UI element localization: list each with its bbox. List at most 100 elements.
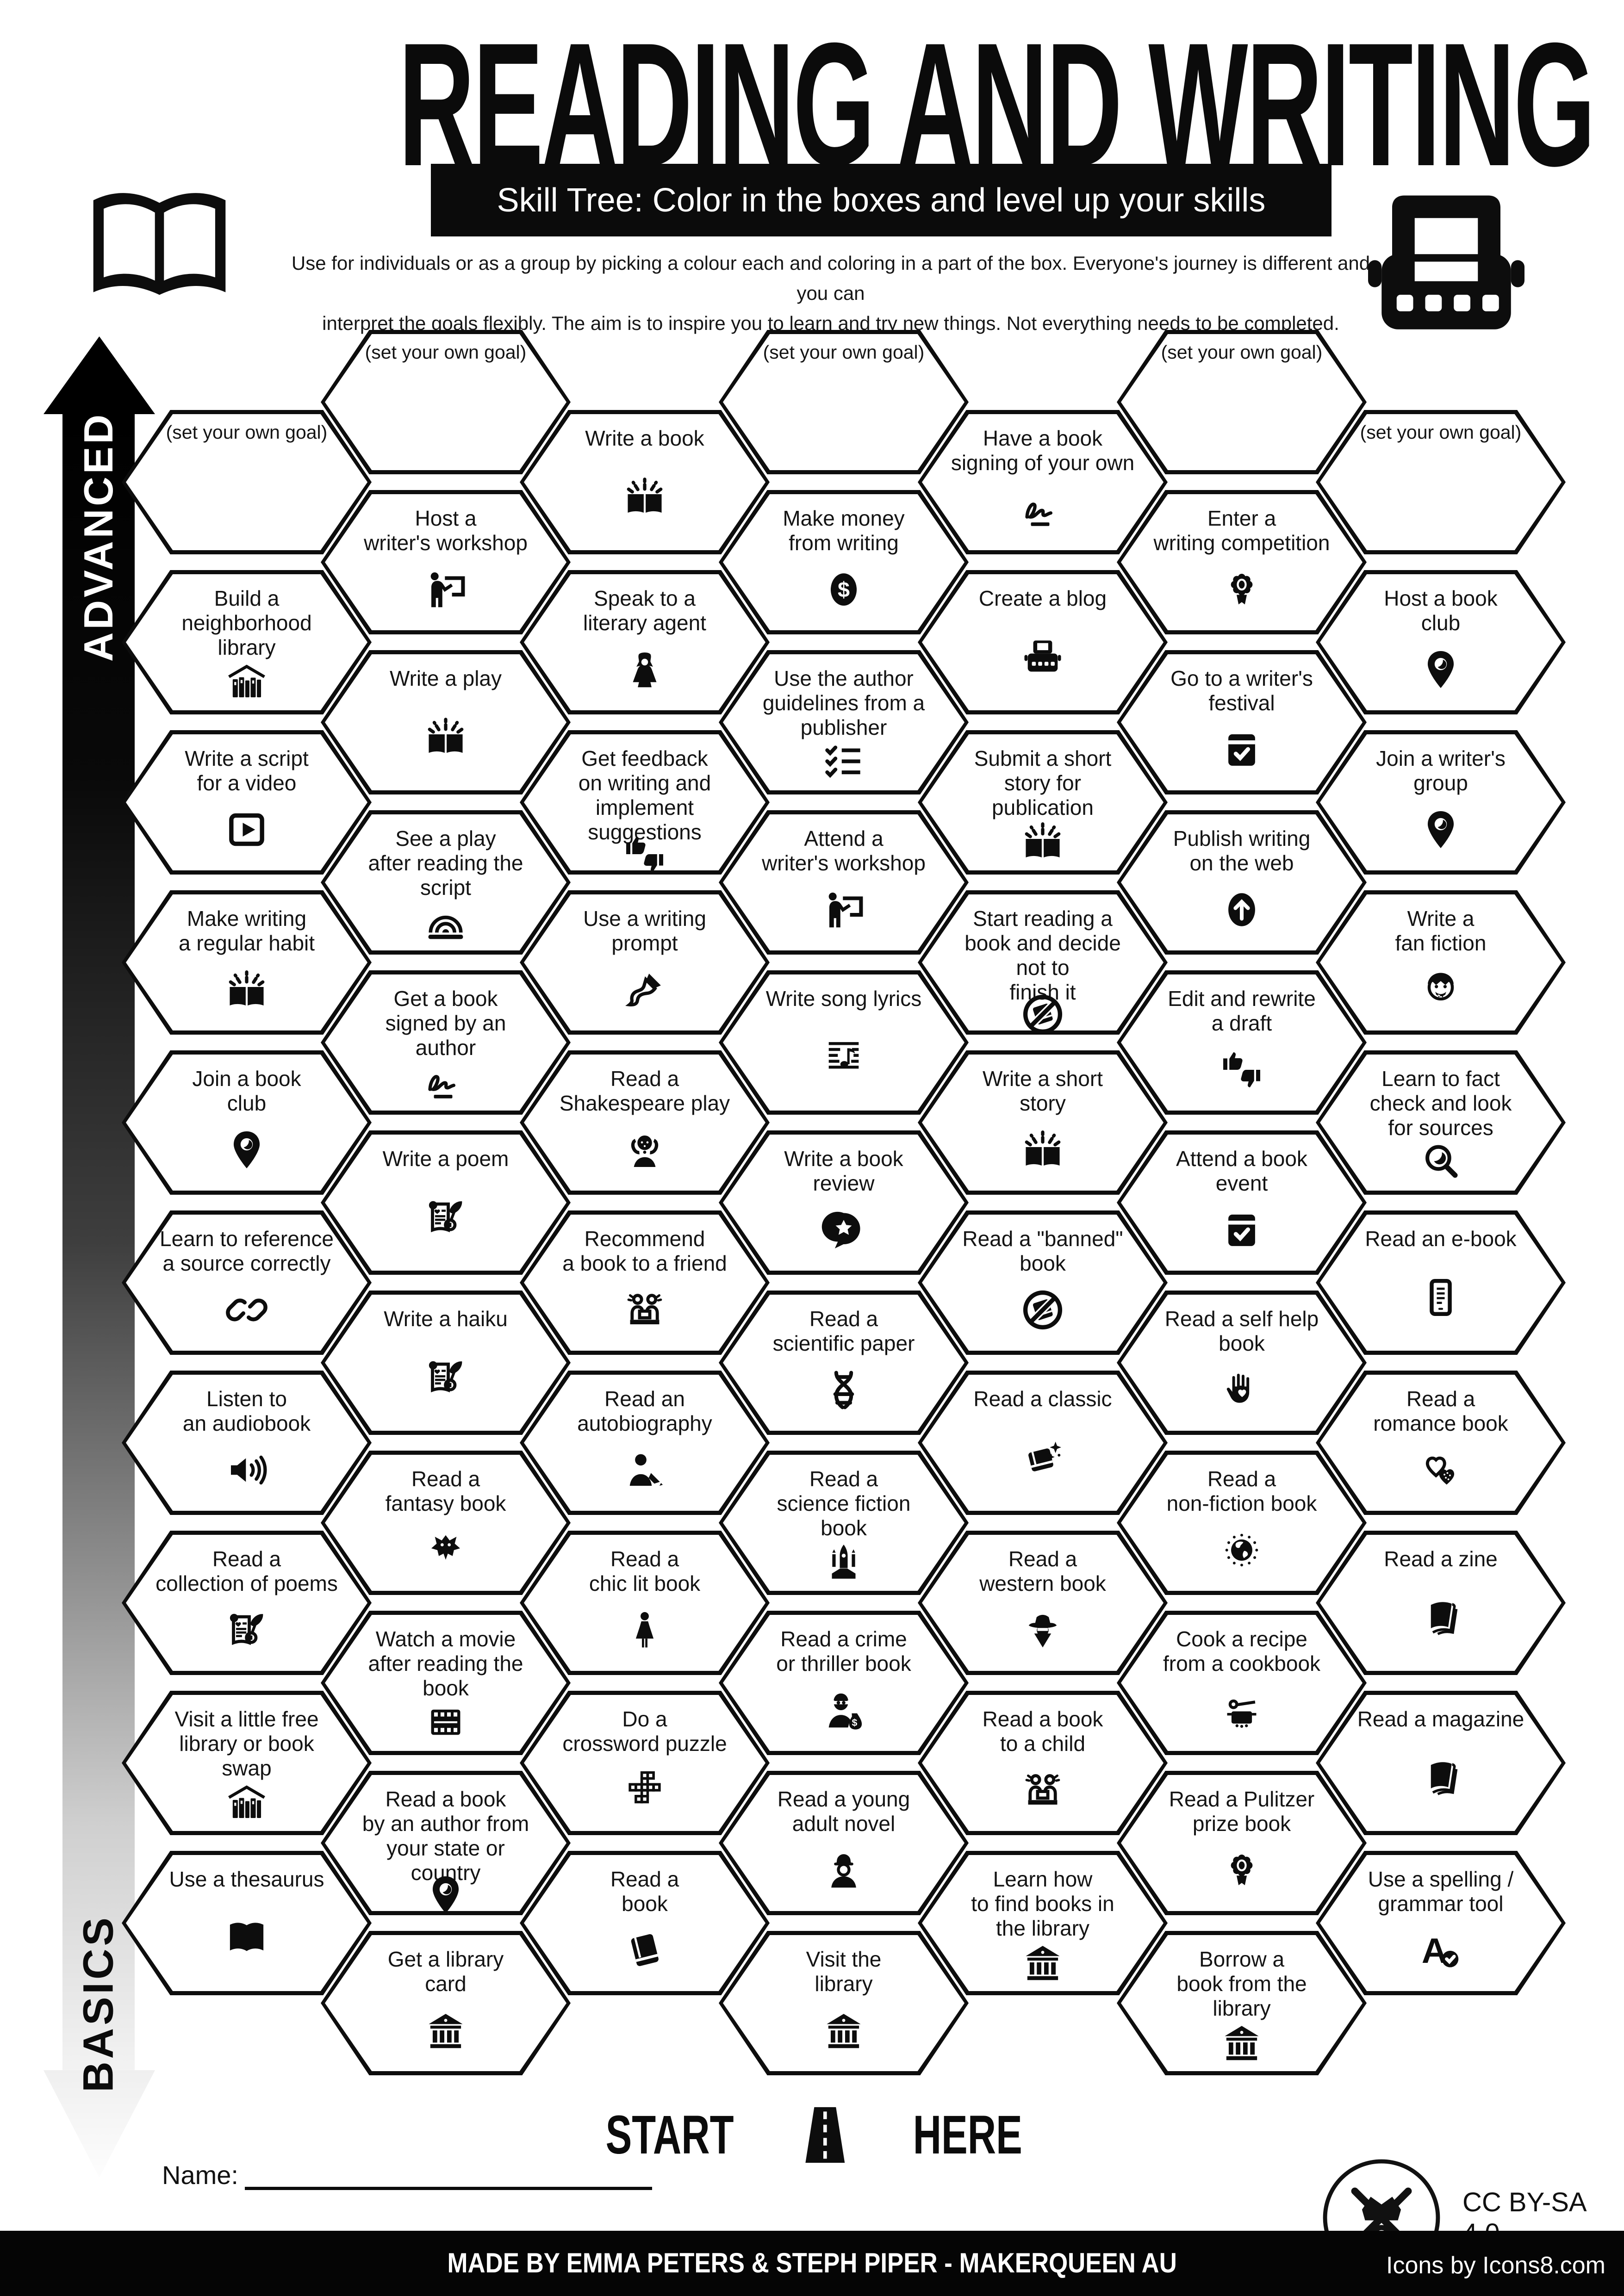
hex-cell[interactable]: (set your own goal) [122,410,372,554]
hex-cell[interactable]: Get feedback on writing and implement su… [520,730,770,875]
hex-cell[interactable]: Write a play [321,650,571,794]
hex-cell[interactable]: Attend a book event [1117,1130,1367,1275]
signature-icon [413,1058,478,1105]
hex-cell[interactable]: Read a scientific paper [719,1291,969,1435]
hex-cell[interactable]: Use a spelling / grammar tool [1316,1851,1566,1995]
hex-cell[interactable]: Visit the library [719,1931,969,2075]
hex-cell[interactable]: Watch a movie after reading the book [321,1611,571,1755]
hex-cell[interactable]: Write a book review [719,1130,969,1275]
hex-cell[interactable]: Write a book [520,410,770,554]
hex-face: Use a thesaurus [126,1855,367,1991]
hex-cell[interactable]: (set your own goal) [321,330,571,474]
hex-face: Read a scientific paper [723,1295,964,1431]
hex-cell[interactable]: Write a fan fiction [1316,890,1566,1035]
map-pin-icon [1427,651,1454,688]
hex-cell[interactable]: Read an e-book [1316,1210,1566,1355]
hex-cell[interactable]: Join a writer's group [1316,730,1566,875]
hex-face: Read a Pulitzer prize book [1121,1775,1363,1911]
hex-cell[interactable]: Read a fantasy book [321,1451,571,1595]
hex-cell[interactable]: Join a book club [122,1050,372,1195]
hex-cell[interactable]: Make writing a regular habit [122,890,372,1035]
hex-icon-wrap [413,1331,478,1424]
hex-cell[interactable]: Read a book to a child [918,1691,1168,1835]
hex-cell[interactable]: Read a zine [1316,1531,1566,1675]
hex-face: (set your own goal) [126,414,367,550]
name-input-line[interactable] [244,2165,652,2190]
hex-label: Attend a book event [1176,1147,1307,1195]
hex-cell[interactable]: Learn to reference a source correctly [122,1210,372,1355]
hex-cell[interactable]: Learn to fact check and look for sources [1316,1050,1566,1195]
hex-cell[interactable]: Read a self help book [1117,1291,1367,1435]
hex-cell[interactable]: Learn how to find books in the library [918,1851,1168,1995]
hex-face: Visit the library [723,1935,964,2071]
hex-cell[interactable]: Submit a short story for publication [918,730,1168,875]
hex-cell[interactable]: Borrow a book from the library [1117,1931,1367,2075]
hex-cell[interactable]: Write song lyrics [719,970,969,1115]
hex-cell[interactable]: Read a science fiction book [719,1451,969,1595]
hex-cell[interactable]: Read a crime or thriller book [719,1611,969,1755]
hex-cell[interactable]: Write a short story [918,1050,1168,1195]
hex-cell[interactable]: Use a thesaurus [122,1851,372,1995]
hex-cell[interactable]: Read a Pulitzer prize book [1117,1771,1367,1915]
hex-cell[interactable]: Read a collection of poems [122,1531,372,1675]
hex-cell[interactable]: Cook a recipe from a cookbook [1117,1611,1367,1755]
hex-cell[interactable]: Start reading a book and decide not to f… [918,890,1168,1035]
hex-cell[interactable]: Read a magazine [1316,1691,1566,1835]
hex-cell[interactable]: Read a non-fiction book [1117,1451,1367,1595]
hex-cell[interactable]: (set your own goal) [1117,330,1367,474]
hex-cell[interactable]: Use a writing prompt [520,890,770,1035]
hex-face: Start reading a book and decide not to f… [922,894,1164,1030]
hex-cell[interactable]: Read a western book [918,1531,1168,1675]
medal-icon [1209,566,1274,613]
hex-face: Recommend a book to a friend [524,1215,765,1351]
hex-cell[interactable]: Get a library card [321,1931,571,2075]
hex-icon-wrap [214,660,279,704]
hex-label: Make writing a regular habit [178,906,315,955]
hex-cell[interactable]: Read a "banned" book [918,1210,1168,1355]
dna-icon [811,1366,876,1414]
hex-cell[interactable]: Read a classic [918,1371,1168,1515]
hex-cell[interactable]: Read a young adult novel [719,1771,969,1915]
hex-cell[interactable]: Write a poem [321,1130,571,1275]
hex-cell[interactable]: Have a book signing of your own [918,410,1168,554]
hex-cell[interactable]: Speak to a literary agent [520,570,770,714]
hex-cell[interactable]: Visit a little free library or book swap [122,1691,372,1835]
hex-cell[interactable]: Read a book by an author from your state… [321,1771,571,1915]
hex-cell[interactable]: Listen to an audiobook [122,1371,372,1515]
hex-cell[interactable]: Use the author guidelines from a publish… [719,650,969,794]
hex-cell[interactable]: Edit and rewrite a draft [1117,970,1367,1115]
hex-cell[interactable]: Make money from writing [719,490,969,634]
hex-cell[interactable]: Go to a writer's festival [1117,650,1367,794]
hex-cell[interactable]: See a play after reading the script [321,810,571,955]
hex-cell[interactable]: Read a book [520,1851,770,1995]
hex-cell[interactable]: Read a romance book [1316,1371,1566,1515]
hex-icon-wrap [612,451,677,544]
hex-cell[interactable]: Enter a writing competition [1117,490,1367,634]
hex-label: Read a romance book [1373,1387,1508,1435]
hex-cell[interactable]: (set your own goal) [719,330,969,474]
signature-icon [1010,486,1075,533]
hex-cell[interactable]: Attend a writer's workshop [719,810,969,955]
hex-cell[interactable]: (set your own goal) [1316,410,1566,554]
crossword-icon [612,1767,677,1814]
hex-cell[interactable]: Publish writing on the web [1117,810,1367,955]
hex-cell[interactable]: Recommend a book to a friend [520,1210,770,1355]
hex-cell[interactable]: Write a haiku [321,1291,571,1435]
hex-label: Write a script for a video [185,746,309,795]
hex-cell[interactable]: Write a script for a video [122,730,372,875]
hex-cell[interactable]: Do a crossword puzzle [520,1691,770,1835]
hex-icon-wrap [1010,1116,1075,1184]
hex-cell[interactable]: Build a neighborhood library [122,570,372,714]
hex-face: Attend a writer's workshop [723,814,964,950]
hex-face: Read a chic lit book [524,1535,765,1671]
hex-cell[interactable]: Read an autobiography [520,1371,770,1515]
book-burst-icon [214,966,279,1013]
hex-cell[interactable]: Host a writer's workshop [321,490,571,634]
hex-cell[interactable]: Create a blog [918,570,1168,714]
hex-cell[interactable]: Read a chic lit book [520,1531,770,1675]
hex-face: Read a Shakespeare play [524,1055,765,1191]
hex-cell[interactable]: Get a book signed by an author [321,970,571,1115]
hex-cell[interactable]: Host a book club [1316,570,1566,714]
hex-label: Write a book review [784,1147,903,1195]
hex-cell[interactable]: Read a Shakespeare play [520,1050,770,1195]
